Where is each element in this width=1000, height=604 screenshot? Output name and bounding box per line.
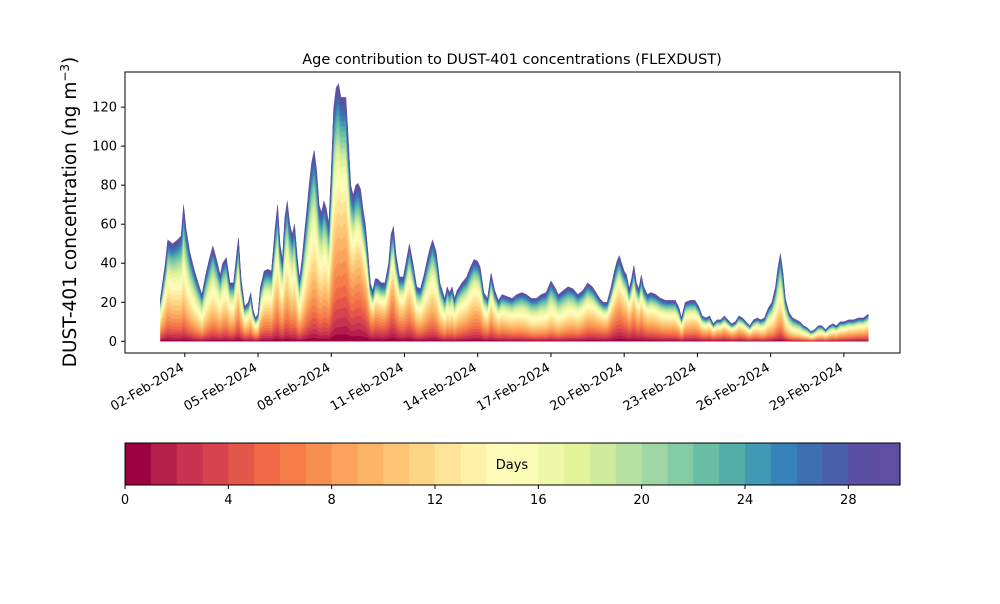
colorbar-segment (822, 443, 849, 485)
colorbar-segment (435, 443, 462, 485)
colorbar-tick-label: 24 (737, 493, 754, 508)
x-tick-label: 14-Feb-2024 (401, 360, 480, 414)
y-tick-label: 0 (109, 335, 117, 350)
colorbar-segment (874, 443, 901, 485)
colorbar-segment (254, 443, 281, 485)
colorbar-segment (590, 443, 617, 485)
colorbar-segment (848, 443, 875, 485)
y-tick-label: 40 (100, 257, 117, 272)
x-tick-label: 05-Feb-2024 (181, 360, 260, 414)
colorbar-tick-label: 0 (121, 493, 129, 508)
y-tick-label: 100 (92, 140, 117, 155)
colorbar-segment (667, 443, 694, 485)
colorbar-segment (486, 443, 514, 485)
y-tick-label: 80 (100, 179, 117, 194)
svg-text:DUST-401 concentration (ng m−3: DUST-401 concentration (ng m−3) (58, 57, 81, 368)
y-axis-label-close: ) (60, 57, 81, 64)
chart-title: Age contribution to DUST-401 concentrati… (302, 52, 722, 68)
colorbar-tick-label: 8 (328, 493, 336, 508)
colorbar-tick-label: 4 (224, 493, 232, 508)
colorbar-segment (693, 443, 720, 485)
colorbar-segment (357, 443, 384, 485)
x-tick-label: 20-Feb-2024 (548, 360, 627, 414)
y-tick-label: 60 (100, 218, 117, 233)
colorbar-segment (615, 443, 643, 485)
y-axis-ticks: 0 20 40 60 80 100 120 (92, 101, 125, 350)
colorbar-segment (770, 443, 798, 485)
x-axis-ticks: 02-Feb-202405-Feb-202408-Feb-202411-Feb-… (108, 353, 846, 414)
plot-frame (124, 71, 901, 354)
colorbar-segment (564, 443, 591, 485)
colorbar-ticks: 0 4 8 12 16 20 24 28 (121, 485, 857, 508)
colorbar-label: Days (496, 458, 529, 473)
colorbar-segment (305, 443, 333, 485)
colorbar-segment (125, 443, 152, 485)
y-axis-label-sup: −3 (58, 64, 72, 82)
y-axis-label: DUST-401 concentration (ng m−3) (58, 57, 81, 368)
colorbar-tick-label: 12 (427, 493, 444, 508)
colorbar-segment (409, 443, 436, 485)
y-axis-label-text: DUST-401 concentration (ng m (60, 82, 81, 368)
colorbar-segment (150, 443, 178, 485)
colorbar-segment (538, 443, 565, 485)
colorbar-segment (202, 443, 229, 485)
stacked-area-layers (160, 83, 869, 342)
colorbar (125, 443, 901, 485)
x-tick-label: 26-Feb-2024 (694, 360, 773, 414)
age-layer-29 (160, 83, 869, 332)
colorbar-segment (745, 443, 772, 485)
colorbar-tick-label: 16 (530, 493, 547, 508)
colorbar-segment (383, 443, 410, 485)
colorbar-segment (460, 443, 488, 485)
colorbar-segment (176, 443, 204, 485)
colorbar-segment (719, 443, 746, 485)
colorbar-segment (331, 443, 359, 485)
colorbar-frame (124, 442, 901, 486)
x-tick-label: 08-Feb-2024 (255, 360, 334, 414)
colorbar-segment (641, 443, 669, 485)
colorbar-segment (796, 443, 824, 485)
colorbar-tick-label: 20 (633, 493, 650, 508)
x-tick-label: 02-Feb-2024 (108, 360, 187, 414)
x-tick-label: 23-Feb-2024 (621, 360, 700, 414)
colorbar-segment (280, 443, 307, 485)
colorbar-segment (228, 443, 255, 485)
x-tick-label: 29-Feb-2024 (767, 360, 846, 414)
y-tick-label: 120 (92, 101, 117, 116)
x-tick-label: 17-Feb-2024 (474, 360, 553, 414)
x-tick-label: 11-Feb-2024 (328, 360, 407, 414)
y-tick-label: 20 (100, 296, 117, 311)
colorbar-segment (512, 443, 539, 485)
colorbar-tick-label: 28 (840, 493, 857, 508)
